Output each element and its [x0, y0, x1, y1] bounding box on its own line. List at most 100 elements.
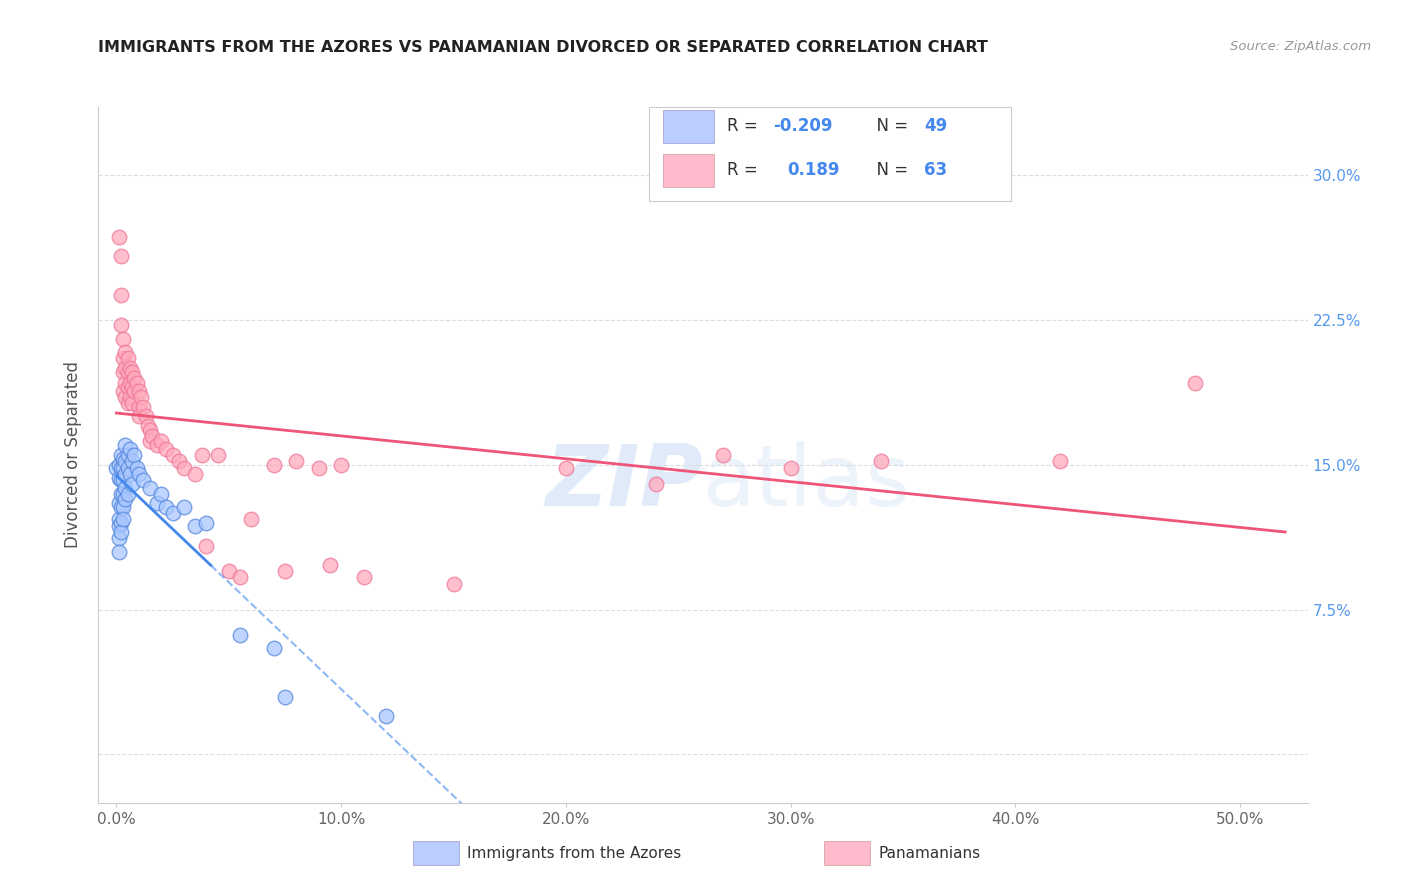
Point [129, 390, 152, 404]
Text: atlas: atlas [703, 442, 911, 524]
Point [110, 287, 132, 301]
Point [330, 458, 353, 472]
Point [110, 461, 132, 475]
Point [184, 467, 207, 482]
Point [184, 519, 207, 533]
Point [1049, 454, 1071, 468]
Point [105, 461, 128, 475]
Point [195, 516, 218, 530]
Point [117, 461, 139, 475]
Point [128, 467, 150, 482]
Point [274, 564, 297, 578]
Point [114, 390, 136, 404]
Point [117, 380, 139, 394]
Y-axis label: Divorced or Separated: Divorced or Separated [65, 361, 83, 549]
Point [240, 512, 263, 526]
Point [162, 506, 184, 520]
Text: ZIP: ZIP [546, 442, 703, 524]
Point [124, 370, 146, 384]
Point [139, 481, 162, 495]
Point [107, 471, 129, 485]
Bar [664, 154, 714, 187]
Point [107, 544, 129, 558]
Point [121, 396, 143, 410]
Point [112, 451, 135, 466]
Point [128, 384, 150, 399]
Point [118, 390, 141, 404]
Point [125, 376, 148, 391]
Point [112, 332, 135, 346]
Bar [648, 107, 1011, 201]
Text: IMMIGRANTS FROM THE AZORES VS PANAMANIAN DIVORCED OR SEPARATED CORRELATION CHART: IMMIGRANTS FROM THE AZORES VS PANAMANIAN… [98, 40, 988, 55]
Point [112, 384, 135, 399]
Point [112, 351, 135, 366]
Point [229, 628, 252, 642]
Text: Source: ZipAtlas.com: Source: ZipAtlas.com [1230, 40, 1371, 54]
Point [263, 458, 285, 472]
Point [155, 442, 177, 457]
Point [128, 409, 150, 424]
Point [118, 467, 141, 482]
Point [121, 365, 143, 379]
Point [229, 570, 252, 584]
Point [162, 448, 184, 462]
Point [112, 500, 135, 515]
Point [139, 423, 162, 437]
Point [128, 400, 150, 414]
Point [112, 486, 135, 500]
Point [155, 500, 177, 515]
Point [124, 384, 146, 399]
Point [112, 461, 135, 475]
Point [375, 708, 398, 723]
Point [141, 428, 163, 442]
Point [135, 409, 157, 424]
Point [869, 454, 891, 468]
Point [114, 438, 136, 452]
Text: R =: R = [727, 161, 763, 179]
Point [218, 564, 240, 578]
Point [110, 516, 132, 530]
Point [132, 473, 155, 487]
Point [107, 519, 129, 533]
Point [124, 448, 146, 462]
Point [112, 365, 135, 379]
Point [711, 448, 734, 462]
Point [644, 476, 666, 491]
Point [150, 486, 173, 500]
Point [150, 434, 173, 449]
Bar [824, 841, 870, 865]
Point [169, 454, 191, 468]
Point [139, 434, 162, 449]
Point [136, 419, 159, 434]
Point [112, 473, 135, 487]
Point [118, 361, 141, 376]
Point [121, 476, 143, 491]
Text: N =: N = [866, 161, 914, 179]
Bar [413, 841, 458, 865]
Point [110, 473, 132, 487]
Point [117, 365, 139, 379]
Point [110, 525, 132, 540]
Point [107, 458, 129, 472]
Point [132, 400, 155, 414]
Point [779, 461, 801, 475]
Point [117, 351, 139, 366]
Text: R =: R = [727, 117, 763, 136]
Point [146, 496, 169, 510]
Point [353, 570, 375, 584]
Text: Panamanians: Panamanians [879, 847, 980, 861]
Point [107, 512, 129, 526]
Bar [664, 110, 714, 143]
Point [110, 249, 132, 263]
Point [207, 448, 229, 462]
Point [274, 690, 297, 704]
Point [443, 577, 465, 591]
Point [114, 376, 136, 391]
Point [110, 500, 132, 515]
Point [114, 345, 136, 359]
Point [114, 454, 136, 468]
Point [110, 448, 132, 462]
Point [173, 461, 195, 475]
Point [118, 376, 141, 391]
Point [117, 448, 139, 462]
